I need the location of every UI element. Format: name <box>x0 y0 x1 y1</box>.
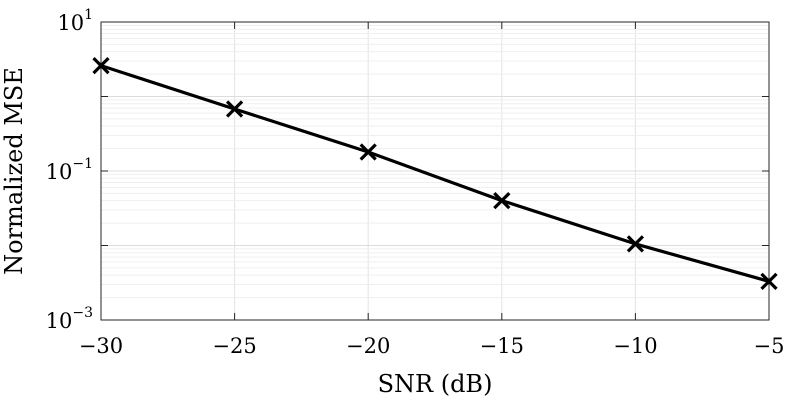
x-tick-label: −25 <box>212 334 256 358</box>
series-group <box>92 56 778 291</box>
x-tick-labels: −30 −25 −20 −15 −10 −5 <box>79 334 785 358</box>
y-tick-base: 10 <box>46 309 73 333</box>
data-point-marker <box>359 143 377 161</box>
y-axis-label: Normalized MSE <box>0 67 28 275</box>
marker-stroke <box>359 143 377 161</box>
y-tick-label: 10−1 <box>46 156 93 184</box>
series-line <box>100 64 770 283</box>
y-tick-base: 10 <box>46 160 73 184</box>
y-tick-label: 101 <box>57 7 93 35</box>
y-tick-base: 10 <box>57 11 84 35</box>
grid <box>100 22 770 321</box>
marker-stroke <box>626 235 645 253</box>
y-tick-exponent: −3 <box>72 305 93 321</box>
x-tick-label: −5 <box>754 334 785 358</box>
y-tick-label: 10−3 <box>46 305 93 333</box>
x-tick-label: −30 <box>79 334 123 358</box>
axis-ticks <box>100 21 770 321</box>
data-point-marker <box>626 235 645 253</box>
marker-stroke <box>92 56 110 75</box>
data-point-marker <box>493 192 511 210</box>
x-tick-label: −20 <box>346 334 390 358</box>
y-tick-exponent: −1 <box>72 156 93 172</box>
data-point-marker <box>225 100 244 118</box>
marker-stroke <box>225 100 244 118</box>
data-point-marker <box>760 272 778 291</box>
marker-stroke <box>493 192 511 210</box>
x-tick-label: −10 <box>613 334 657 358</box>
x-axis-label: SNR (dB) <box>378 370 493 398</box>
x-tick-label: −15 <box>480 334 524 358</box>
data-point-marker <box>92 56 110 75</box>
y-tick-exponent: 1 <box>84 7 93 23</box>
marker-stroke <box>760 272 778 291</box>
